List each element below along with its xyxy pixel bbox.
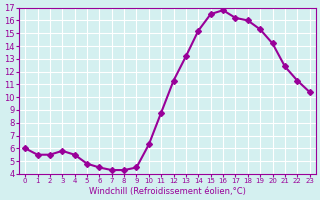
X-axis label: Windchill (Refroidissement éolien,°C): Windchill (Refroidissement éolien,°C) (89, 187, 246, 196)
